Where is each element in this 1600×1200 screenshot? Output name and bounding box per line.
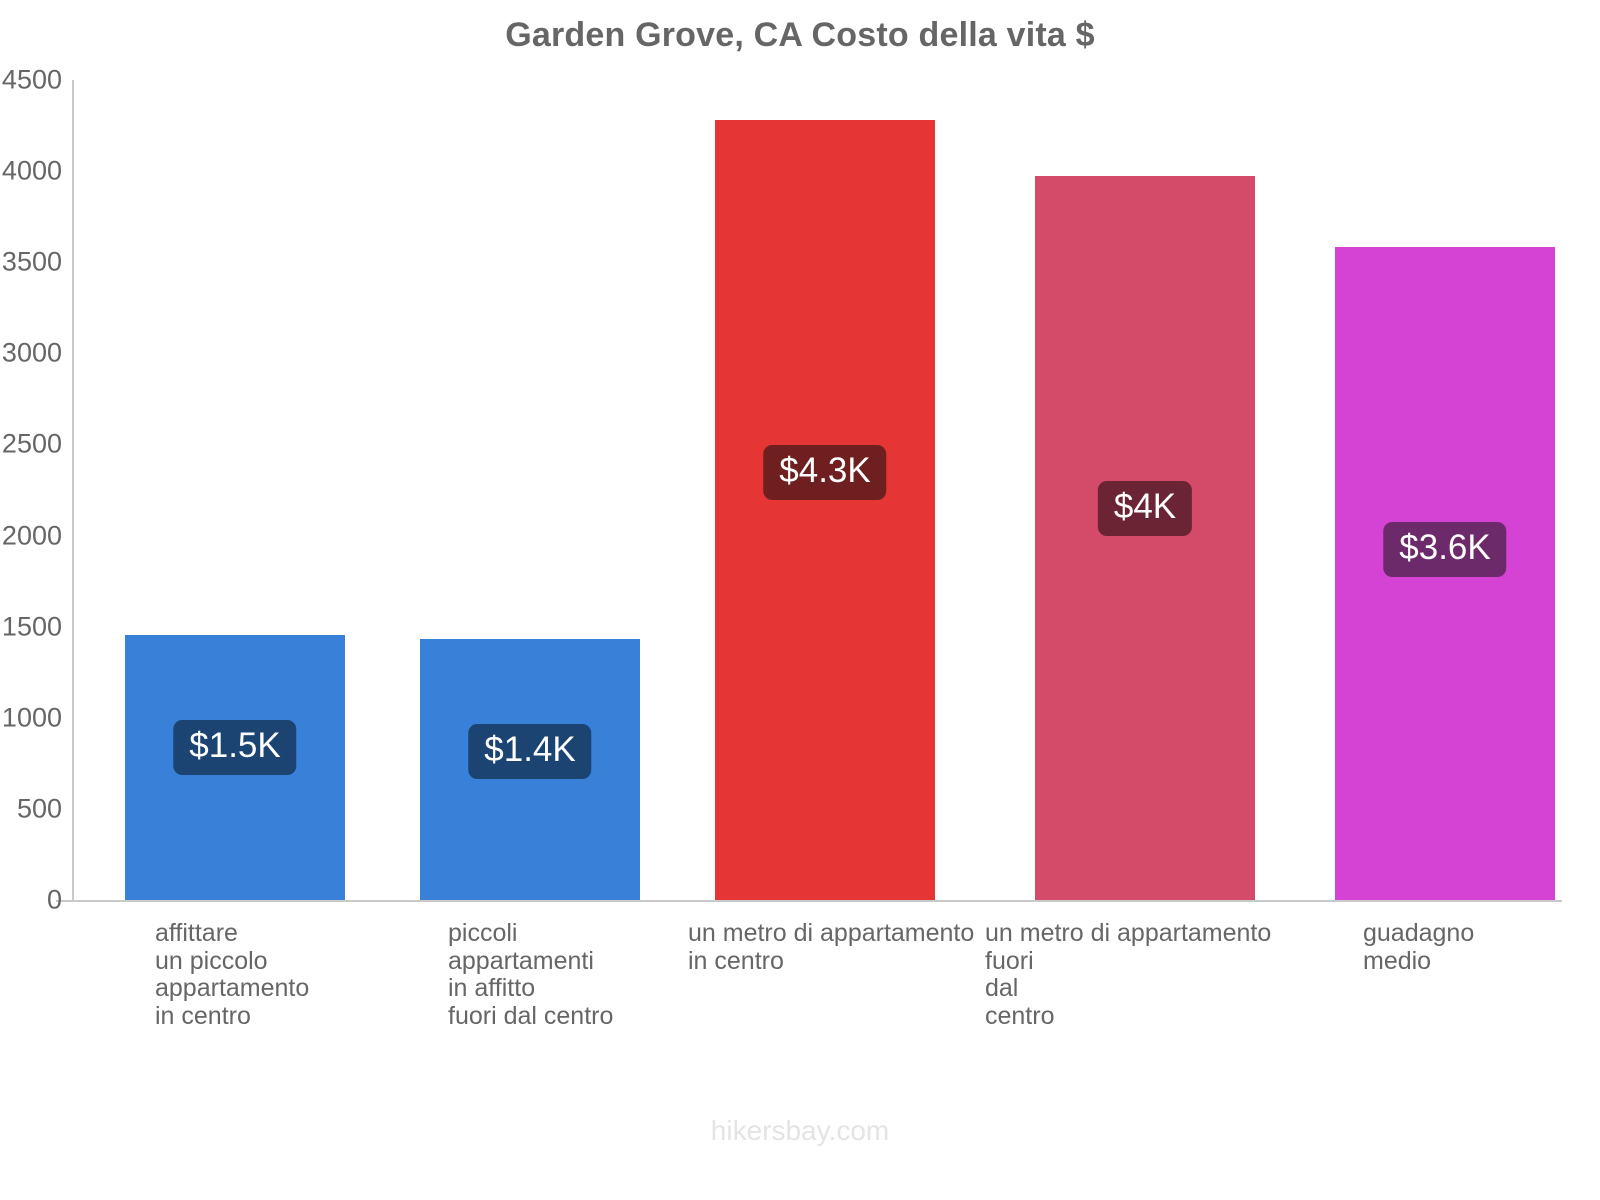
bar[interactable]: $1.4K — [420, 638, 640, 900]
y-axis-tick-label: 0 — [46, 884, 62, 915]
bar-value-label: $1.4K — [468, 723, 592, 779]
y-axis-tick-label: 1000 — [1, 702, 62, 733]
x-axis-tick-label: un metro di appartamento fuori dal centr… — [985, 919, 1272, 1030]
footer-watermark: hikersbay.com — [710, 1115, 890, 1146]
y-axis-tick-label: 500 — [16, 793, 62, 824]
page-title: Garden Grove, CA Costo della vita $ — [505, 16, 1095, 54]
bar[interactable]: $3.6K — [1335, 246, 1555, 900]
x-axis-tick-label: piccoli appartamenti in affitto fuori da… — [448, 919, 614, 1030]
bar[interactable]: $4K — [1035, 175, 1255, 900]
x-axis-tick-label: affittare un piccolo appartamento in cen… — [155, 919, 310, 1030]
x-axis-line — [56, 900, 1562, 902]
plot-area: $1.5K $1.4K $4.3K $4K $3.6K — [72, 80, 1562, 900]
y-axis-tick-label: 2000 — [1, 520, 62, 551]
y-axis-tick-label: 4000 — [1, 155, 62, 186]
x-axis-tick-label: guadagno medio — [1363, 919, 1475, 975]
y-axis-tick-label: 3500 — [1, 246, 62, 277]
bar[interactable]: $1.5K — [125, 635, 345, 900]
y-axis-tick-label: 1500 — [1, 611, 62, 642]
x-axis-tick-label: un metro di appartamento in centro — [688, 919, 975, 975]
bar[interactable]: $4.3K — [715, 119, 935, 900]
y-axis-tick-label: 3000 — [1, 337, 62, 368]
y-axis-tick-label: 4500 — [1, 64, 62, 95]
bar-value-label: $1.5K — [173, 720, 297, 776]
y-axis-line — [72, 80, 74, 900]
y-axis-tick-label: 2500 — [1, 428, 62, 459]
bar-value-label: $3.6K — [1383, 521, 1507, 577]
bar-value-label: $4.3K — [763, 444, 887, 500]
bar-value-label: $4K — [1097, 480, 1193, 536]
